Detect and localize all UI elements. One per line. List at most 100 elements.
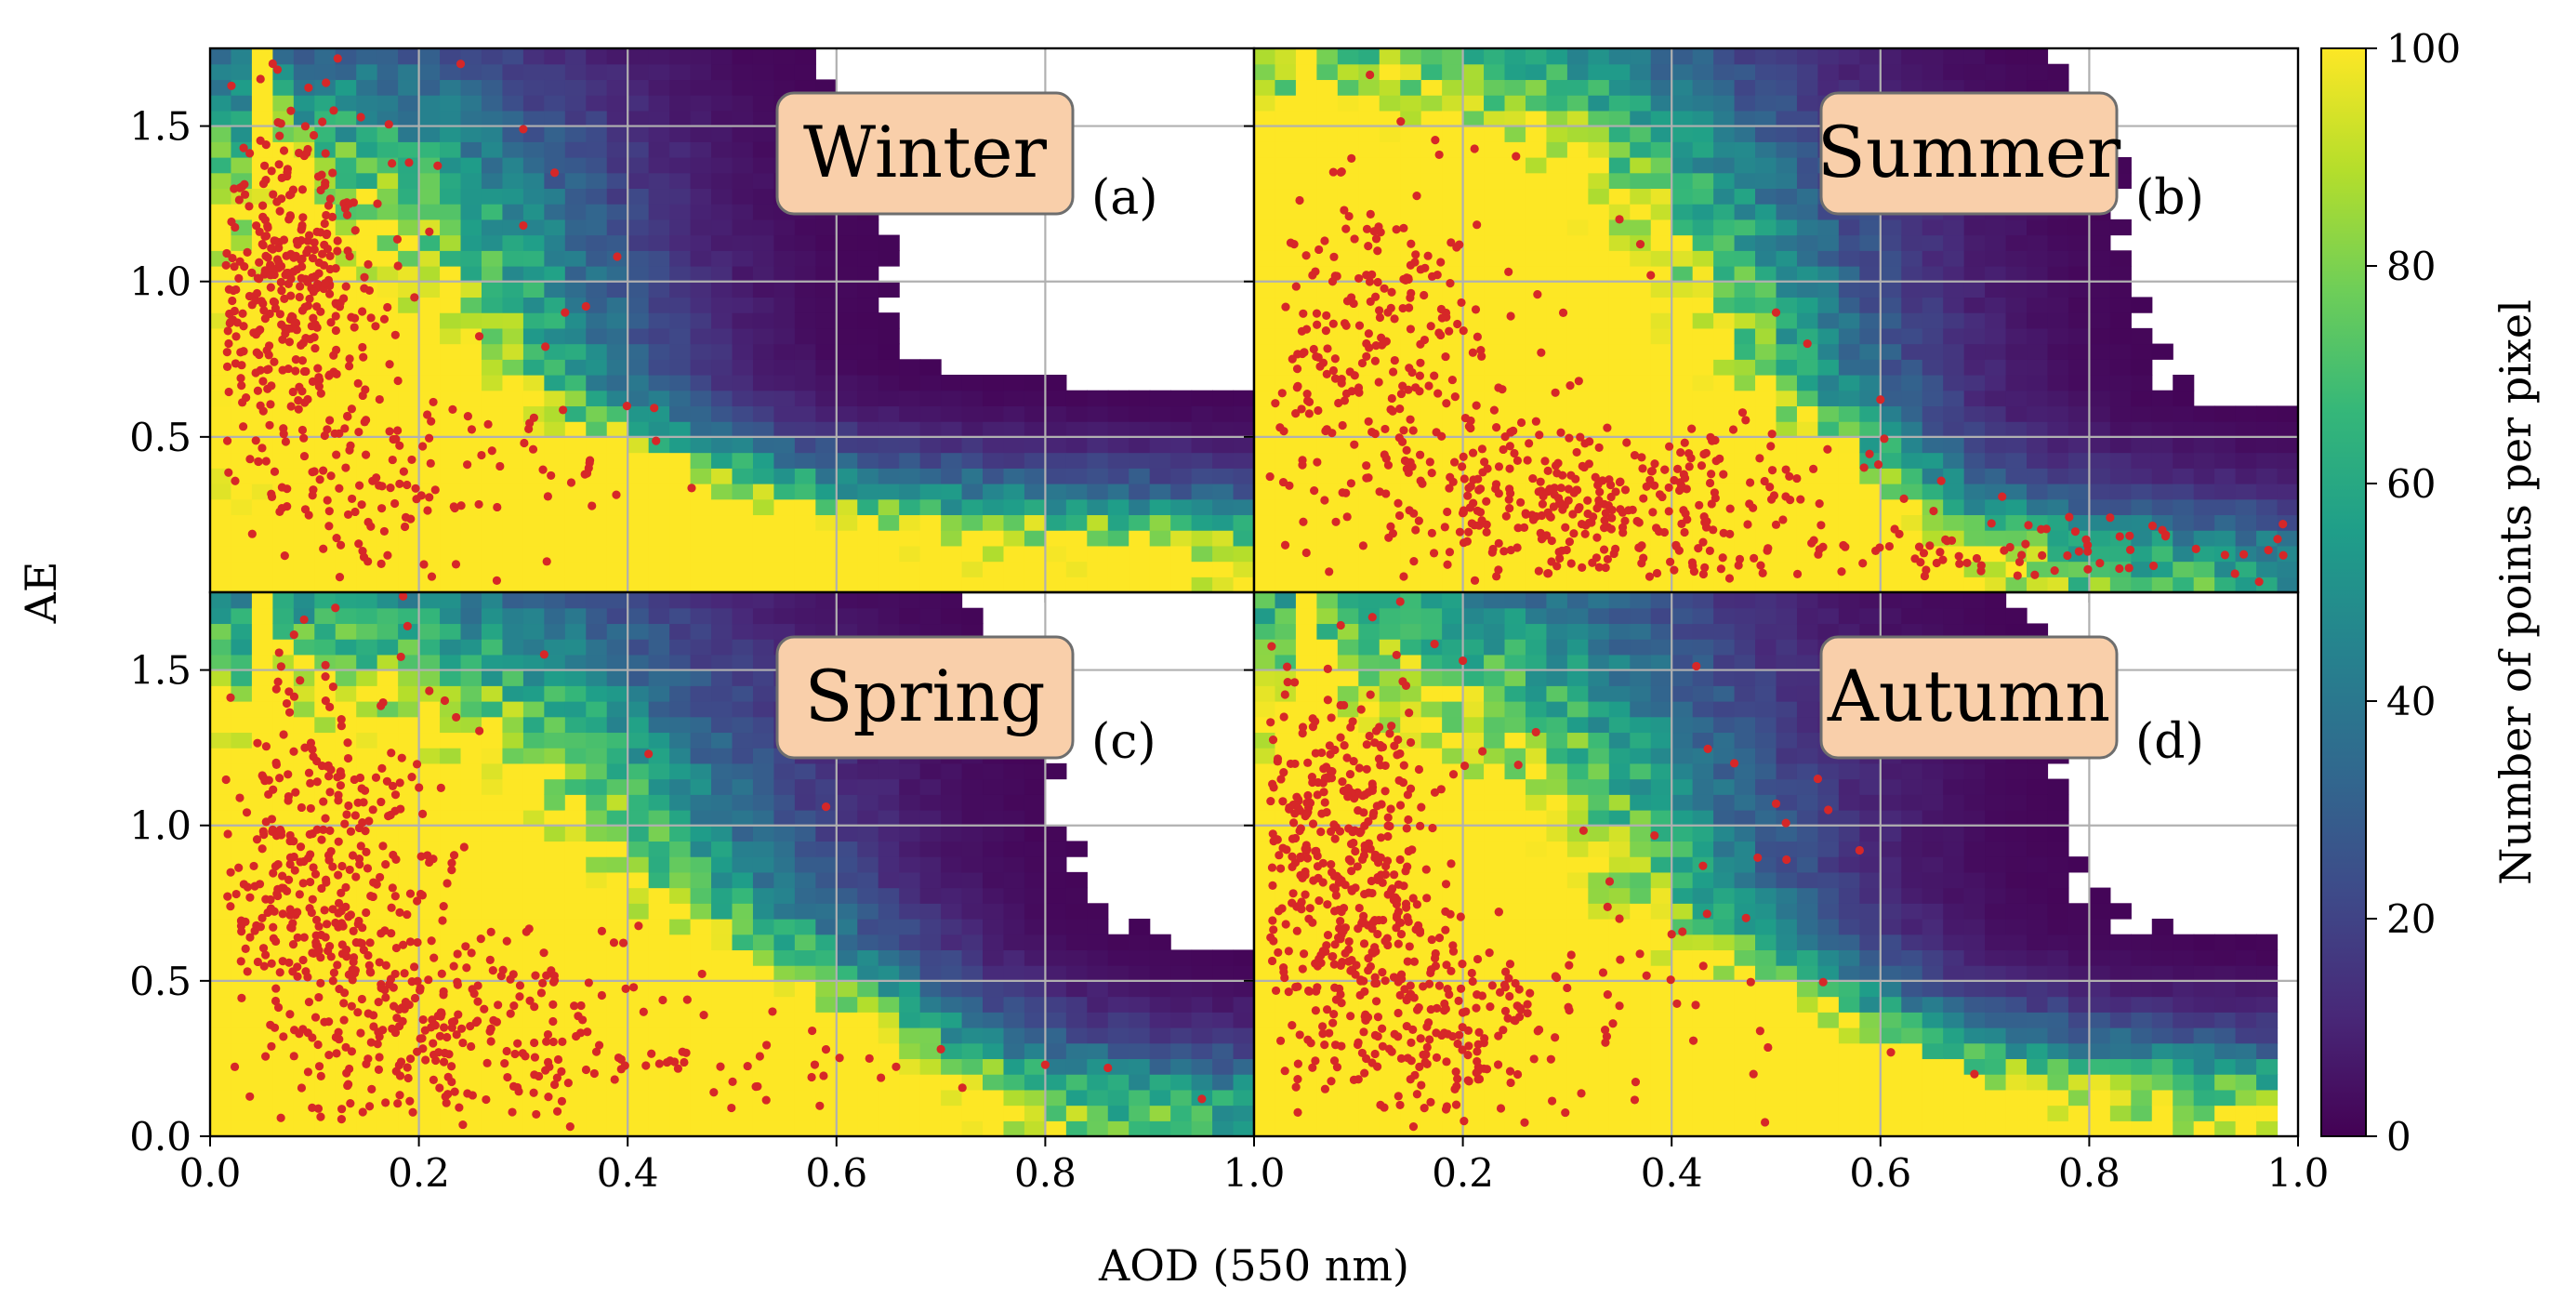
heatmap-cell (669, 172, 692, 190)
scatter-point (1737, 408, 1748, 417)
heatmap-cell (522, 48, 545, 65)
heatmap-cell (564, 576, 587, 592)
heatmap-cell (1504, 576, 1526, 592)
heatmap-cell (690, 514, 712, 531)
heatmap-cell (690, 1042, 712, 1060)
heatmap-cell (1922, 266, 1944, 283)
heatmap-cell (627, 1074, 650, 1091)
heatmap-cell (544, 95, 566, 112)
heatmap-cell (919, 405, 942, 422)
heatmap-cell (690, 623, 712, 640)
heatmap-cell (794, 281, 816, 298)
heatmap-cell (440, 219, 462, 236)
scatter-point (284, 279, 293, 288)
heatmap-cell (648, 234, 670, 251)
heatmap-cell (2089, 375, 2111, 391)
heatmap-cell (2047, 250, 2069, 267)
heatmap-cell (690, 778, 712, 795)
heatmap-cell (481, 126, 504, 142)
heatmap-cell (460, 592, 482, 609)
heatmap-cell (1254, 421, 1276, 438)
heatmap-cell (2067, 405, 2090, 422)
heatmap-cell (836, 498, 858, 516)
heatmap-cell (627, 95, 650, 112)
heatmap-cell (1588, 110, 1610, 127)
heatmap-cell (752, 514, 775, 531)
heatmap-cell (564, 732, 587, 749)
scatter-point (1648, 508, 1658, 517)
heatmap-cell (690, 841, 712, 857)
heatmap-cell (1588, 172, 1610, 190)
scatter-point (318, 117, 327, 126)
heatmap-cell (1734, 359, 1756, 376)
heatmap-cell (1546, 250, 1568, 267)
heatmap-cell (857, 421, 879, 438)
heatmap-cell (210, 375, 232, 391)
heatmap-cell (1650, 297, 1672, 313)
heatmap-cell (669, 421, 692, 438)
heatmap-cell (2047, 514, 2069, 531)
heatmap-cell (586, 576, 608, 592)
scatter-point (2083, 564, 2093, 574)
scatter-point (543, 492, 552, 501)
scatter-point (281, 437, 291, 446)
heatmap-cell (1963, 327, 1986, 345)
scatter-point (2279, 520, 2288, 529)
scatter-point (1758, 568, 1767, 577)
heatmap-cell (1149, 484, 1171, 500)
heatmap-cell (1358, 436, 1380, 454)
heatmap-cell (1817, 405, 1840, 422)
heatmap-cell (210, 903, 232, 920)
heatmap-cell (669, 250, 692, 267)
heatmap-cell (961, 421, 984, 438)
heatmap-cell (1943, 79, 1965, 96)
heatmap-cell (773, 452, 796, 469)
heatmap-cell (293, 157, 315, 174)
heatmap-cell (711, 312, 733, 329)
scatter-point (230, 262, 239, 272)
heatmap-cell (836, 484, 858, 500)
heatmap-cell (564, 48, 587, 65)
scatter-point (393, 261, 403, 271)
scatter-point (1545, 484, 1554, 494)
heatmap-cell (2047, 219, 2069, 236)
heatmap-cell (648, 1074, 670, 1091)
heatmap-cell (1650, 48, 1672, 65)
heatmap-cell (878, 498, 900, 516)
heatmap-cell (586, 762, 608, 780)
scatter-point (324, 289, 335, 298)
heatmap-cell (544, 250, 566, 267)
heatmap-cell (1170, 498, 1193, 516)
heatmap-cell (711, 996, 733, 1013)
heatmap-cell (398, 623, 420, 640)
scatter-point (1635, 543, 1645, 553)
heatmap-cell (356, 576, 378, 592)
heatmap-cell (314, 732, 337, 749)
heatmap-cell (669, 390, 692, 407)
heatmap-cell (481, 825, 504, 842)
heatmap-cell (460, 468, 482, 484)
heatmap-cell (251, 514, 273, 531)
heatmap-cell (1462, 561, 1485, 577)
heatmap-cell (544, 452, 566, 469)
scatter-point (427, 417, 436, 426)
heatmap-cell (669, 327, 692, 345)
scatter-point (300, 302, 310, 311)
heatmap-cell (460, 312, 482, 329)
scatter-point (542, 557, 551, 566)
heatmap-cell (606, 919, 628, 935)
heatmap-cell (1755, 375, 1777, 391)
heatmap-cell (1525, 141, 1548, 158)
heatmap-cell (1566, 234, 1589, 251)
heatmap-cell (794, 545, 816, 563)
heatmap-cell (440, 172, 462, 190)
heatmap-cell (564, 825, 587, 842)
heatmap-cell (1546, 375, 1568, 391)
heatmap-cell (1525, 110, 1548, 127)
heatmap-cell (752, 390, 775, 407)
heatmap-cell (1588, 234, 1610, 251)
scatter-point (1603, 554, 1613, 564)
heatmap-cell (1254, 576, 1276, 592)
scatter-point (1443, 507, 1452, 517)
heatmap-cell (1400, 95, 1422, 112)
